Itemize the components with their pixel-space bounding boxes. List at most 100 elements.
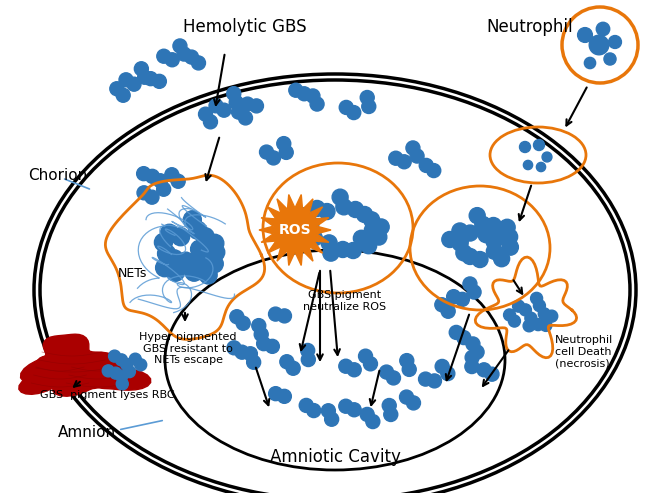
Circle shape	[397, 155, 411, 169]
Circle shape	[533, 300, 545, 312]
Circle shape	[254, 327, 268, 341]
Circle shape	[427, 374, 442, 388]
Circle shape	[360, 407, 374, 422]
Circle shape	[441, 367, 455, 381]
Circle shape	[196, 228, 214, 246]
Circle shape	[494, 222, 511, 239]
Circle shape	[347, 363, 361, 377]
Circle shape	[546, 310, 557, 322]
Circle shape	[373, 219, 389, 235]
Circle shape	[229, 95, 243, 109]
Text: Neutrophil
cell Death
(necrosis): Neutrophil cell Death (necrosis)	[555, 335, 613, 368]
Circle shape	[502, 239, 519, 255]
Text: Chorion: Chorion	[28, 168, 87, 183]
Circle shape	[143, 71, 157, 86]
Circle shape	[115, 354, 127, 366]
Circle shape	[504, 309, 516, 321]
Circle shape	[533, 140, 545, 150]
Circle shape	[402, 362, 416, 376]
Circle shape	[310, 97, 324, 111]
Circle shape	[157, 49, 171, 63]
Circle shape	[279, 145, 293, 159]
Circle shape	[399, 390, 413, 404]
Polygon shape	[53, 352, 151, 396]
Circle shape	[531, 292, 543, 304]
Circle shape	[307, 404, 321, 418]
Circle shape	[280, 355, 294, 369]
Circle shape	[173, 39, 187, 53]
Circle shape	[347, 403, 361, 417]
Circle shape	[204, 115, 218, 129]
Circle shape	[297, 87, 311, 101]
Circle shape	[171, 174, 185, 188]
Circle shape	[513, 300, 525, 312]
Circle shape	[289, 83, 303, 97]
Circle shape	[241, 97, 255, 111]
Circle shape	[319, 204, 335, 219]
Circle shape	[519, 141, 531, 152]
Circle shape	[160, 224, 178, 242]
Circle shape	[123, 366, 135, 378]
Circle shape	[475, 216, 491, 232]
Circle shape	[407, 396, 421, 410]
Circle shape	[419, 158, 433, 173]
Circle shape	[243, 347, 257, 361]
Circle shape	[217, 103, 231, 117]
Text: Hyper pigmented
GBS resistant to
NETs escape: Hyper pigmented GBS resistant to NETs es…	[139, 332, 237, 365]
Circle shape	[339, 399, 353, 413]
Circle shape	[286, 361, 300, 375]
Circle shape	[486, 233, 502, 249]
Circle shape	[299, 398, 314, 413]
Circle shape	[436, 359, 449, 373]
Polygon shape	[259, 195, 331, 265]
Circle shape	[209, 99, 223, 113]
Circle shape	[469, 208, 485, 224]
Circle shape	[177, 47, 191, 61]
Circle shape	[447, 290, 461, 304]
Circle shape	[199, 266, 217, 284]
Circle shape	[360, 238, 377, 254]
Circle shape	[166, 263, 184, 282]
Circle shape	[462, 248, 478, 264]
Circle shape	[103, 365, 115, 377]
Circle shape	[387, 371, 401, 385]
Circle shape	[325, 412, 338, 426]
Circle shape	[538, 308, 550, 320]
Circle shape	[247, 355, 261, 369]
Circle shape	[184, 211, 202, 229]
Circle shape	[335, 242, 351, 257]
Circle shape	[452, 223, 468, 239]
Circle shape	[267, 151, 281, 165]
Circle shape	[382, 398, 396, 413]
Circle shape	[184, 50, 198, 64]
Circle shape	[495, 229, 511, 245]
Circle shape	[584, 57, 596, 69]
Circle shape	[371, 229, 387, 245]
Circle shape	[277, 389, 291, 403]
Circle shape	[406, 141, 420, 155]
Circle shape	[109, 350, 121, 362]
Circle shape	[509, 315, 521, 327]
Circle shape	[157, 182, 171, 196]
Circle shape	[137, 167, 151, 180]
Text: ROS: ROS	[279, 223, 312, 237]
Circle shape	[463, 277, 477, 291]
Circle shape	[345, 243, 361, 258]
Circle shape	[297, 224, 314, 240]
Circle shape	[499, 219, 515, 235]
Circle shape	[519, 304, 531, 316]
Circle shape	[192, 56, 206, 70]
Circle shape	[456, 245, 472, 261]
Circle shape	[297, 208, 313, 224]
Circle shape	[249, 99, 263, 113]
Circle shape	[117, 378, 128, 390]
Circle shape	[235, 345, 249, 359]
Circle shape	[400, 353, 414, 368]
Circle shape	[502, 229, 518, 245]
Circle shape	[177, 252, 195, 270]
Circle shape	[198, 107, 212, 121]
Circle shape	[465, 351, 479, 364]
Circle shape	[226, 87, 241, 101]
Circle shape	[155, 259, 174, 277]
Circle shape	[135, 359, 147, 371]
